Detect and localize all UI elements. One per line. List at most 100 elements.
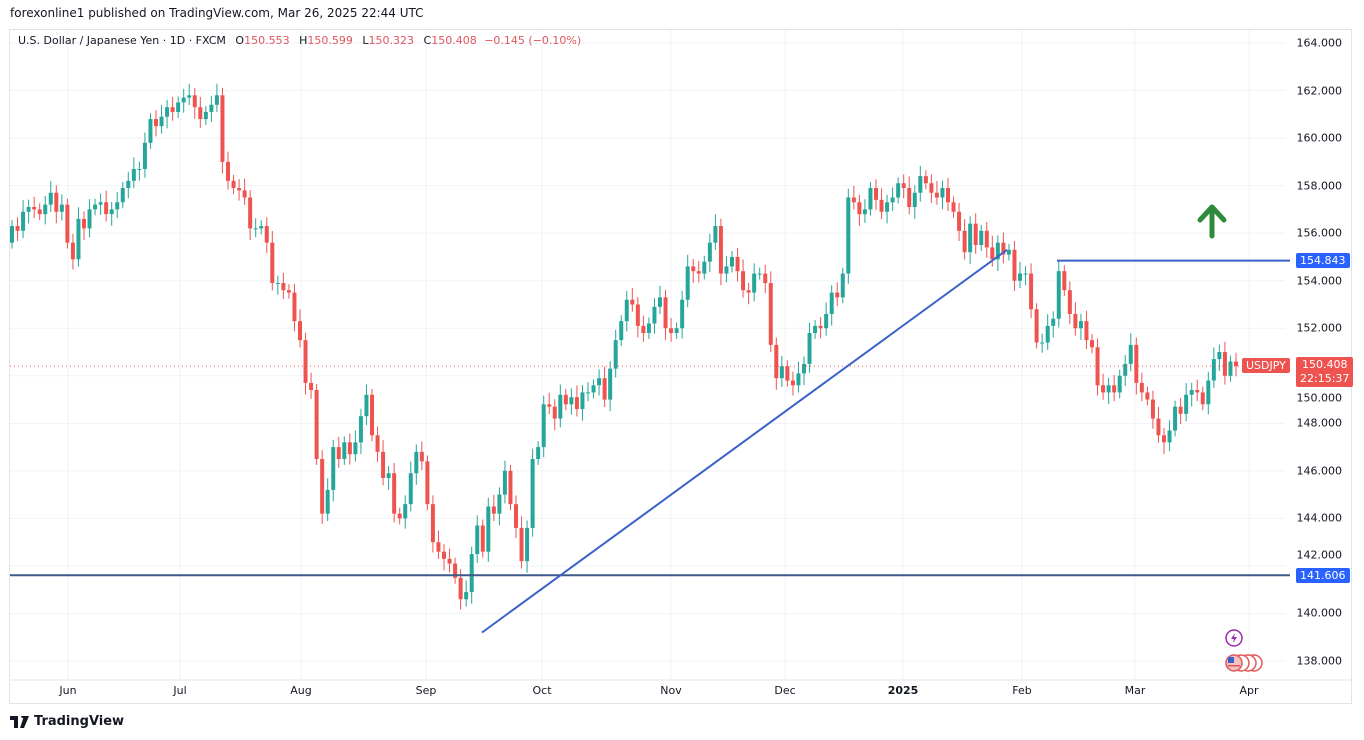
price-label: 142.000 xyxy=(1296,548,1343,562)
candle-body xyxy=(358,416,363,443)
candle-body xyxy=(1040,342,1045,344)
price-label: 160.000 xyxy=(1296,131,1343,145)
candle-body xyxy=(259,226,264,229)
candle-body xyxy=(26,207,31,212)
lightning-icon[interactable] xyxy=(1225,629,1243,647)
candle-body xyxy=(1145,392,1150,400)
candle-body xyxy=(1090,340,1094,348)
candle-body xyxy=(1162,435,1166,443)
candle-body xyxy=(901,183,906,188)
candle-body xyxy=(353,442,358,455)
candle-body xyxy=(1150,399,1155,419)
candle-body xyxy=(1029,273,1034,310)
candle-body xyxy=(1123,363,1128,376)
candle-body xyxy=(868,187,873,210)
candle-body xyxy=(525,527,530,562)
candle-body xyxy=(1117,375,1122,393)
candle-body xyxy=(790,380,795,386)
candle-body xyxy=(580,392,585,410)
candles xyxy=(10,83,1238,610)
candle-body xyxy=(10,226,14,243)
candle-body xyxy=(331,447,336,490)
candle-body xyxy=(142,142,147,169)
candle-body xyxy=(165,107,170,117)
candle-body xyxy=(1073,313,1078,329)
candle-body xyxy=(829,292,834,314)
time-label: Aug xyxy=(290,684,312,697)
candle-body xyxy=(381,451,386,478)
price-label: 158.000 xyxy=(1296,179,1343,193)
trend-line xyxy=(481,248,1008,634)
candle-body xyxy=(342,442,347,459)
candle-body xyxy=(630,299,635,305)
candle-body xyxy=(1167,430,1172,443)
candle-body xyxy=(890,197,895,203)
candle-body xyxy=(669,328,674,333)
candle-body xyxy=(298,321,302,341)
candle-body xyxy=(264,226,269,243)
candle-body xyxy=(303,340,308,383)
candle-body xyxy=(475,525,480,555)
candle-body xyxy=(663,297,668,329)
candle-body xyxy=(1034,309,1039,343)
candle-body xyxy=(835,292,840,298)
candle-body xyxy=(990,247,995,260)
symbol-tag: USDJPY xyxy=(1242,358,1290,373)
candle-body xyxy=(918,176,923,193)
candle-body xyxy=(973,223,978,246)
candle-body xyxy=(1178,406,1183,414)
candle-body xyxy=(912,192,917,208)
tradingview-logo[interactable]: TradingView xyxy=(10,714,124,729)
symbol-legend: U.S. Dollar / Japanese Yen · 1D · FXCM O… xyxy=(18,34,581,47)
candle-body xyxy=(1222,352,1227,376)
candle-body xyxy=(707,242,712,262)
candle-body xyxy=(214,95,219,105)
candle-body xyxy=(98,202,103,205)
high-label: H xyxy=(299,34,308,47)
candle-body xyxy=(1217,352,1222,360)
candle-body xyxy=(309,382,314,391)
candle-body xyxy=(115,202,120,210)
event-icons[interactable] xyxy=(1223,628,1263,674)
candle-body xyxy=(846,197,851,274)
candle-body xyxy=(386,473,391,478)
candle-body xyxy=(430,504,435,543)
us-flag-event-icon[interactable] xyxy=(1225,654,1263,672)
price-label: 148.000 xyxy=(1296,416,1343,430)
brand-name: TradingView xyxy=(34,714,125,729)
candle-body xyxy=(82,218,86,229)
time-label: Jul xyxy=(173,684,187,697)
candle-body xyxy=(779,366,784,379)
candle-body xyxy=(763,273,768,284)
candle-body xyxy=(1184,394,1189,414)
candle-body xyxy=(15,226,20,231)
candle-body xyxy=(32,207,37,210)
time-label: Sep xyxy=(415,684,437,697)
candle-body xyxy=(624,299,629,322)
candle-body xyxy=(774,344,779,379)
candle-body xyxy=(968,223,973,253)
candle-body xyxy=(320,458,325,514)
candle-body xyxy=(37,209,42,215)
candle-body xyxy=(552,406,557,419)
open-label: O xyxy=(235,34,245,47)
time-label: Oct xyxy=(532,684,552,697)
candle-body xyxy=(120,187,125,203)
candle-body xyxy=(203,111,208,120)
candle-body xyxy=(929,183,934,193)
candle-body xyxy=(1095,347,1100,386)
time-label: Feb xyxy=(1012,684,1032,697)
candle-body xyxy=(270,242,275,284)
candle-body xyxy=(802,363,806,374)
candle-body xyxy=(541,404,546,448)
time-label: Jun xyxy=(59,684,77,697)
high-value: 150.599 xyxy=(307,34,353,47)
candle-body xyxy=(1200,392,1205,405)
candle-body xyxy=(286,290,291,293)
candle-body xyxy=(1106,385,1111,393)
candle-body xyxy=(93,204,98,210)
candle-body xyxy=(65,204,70,243)
candle-body xyxy=(746,290,751,293)
time-label: Apr xyxy=(1239,684,1259,697)
